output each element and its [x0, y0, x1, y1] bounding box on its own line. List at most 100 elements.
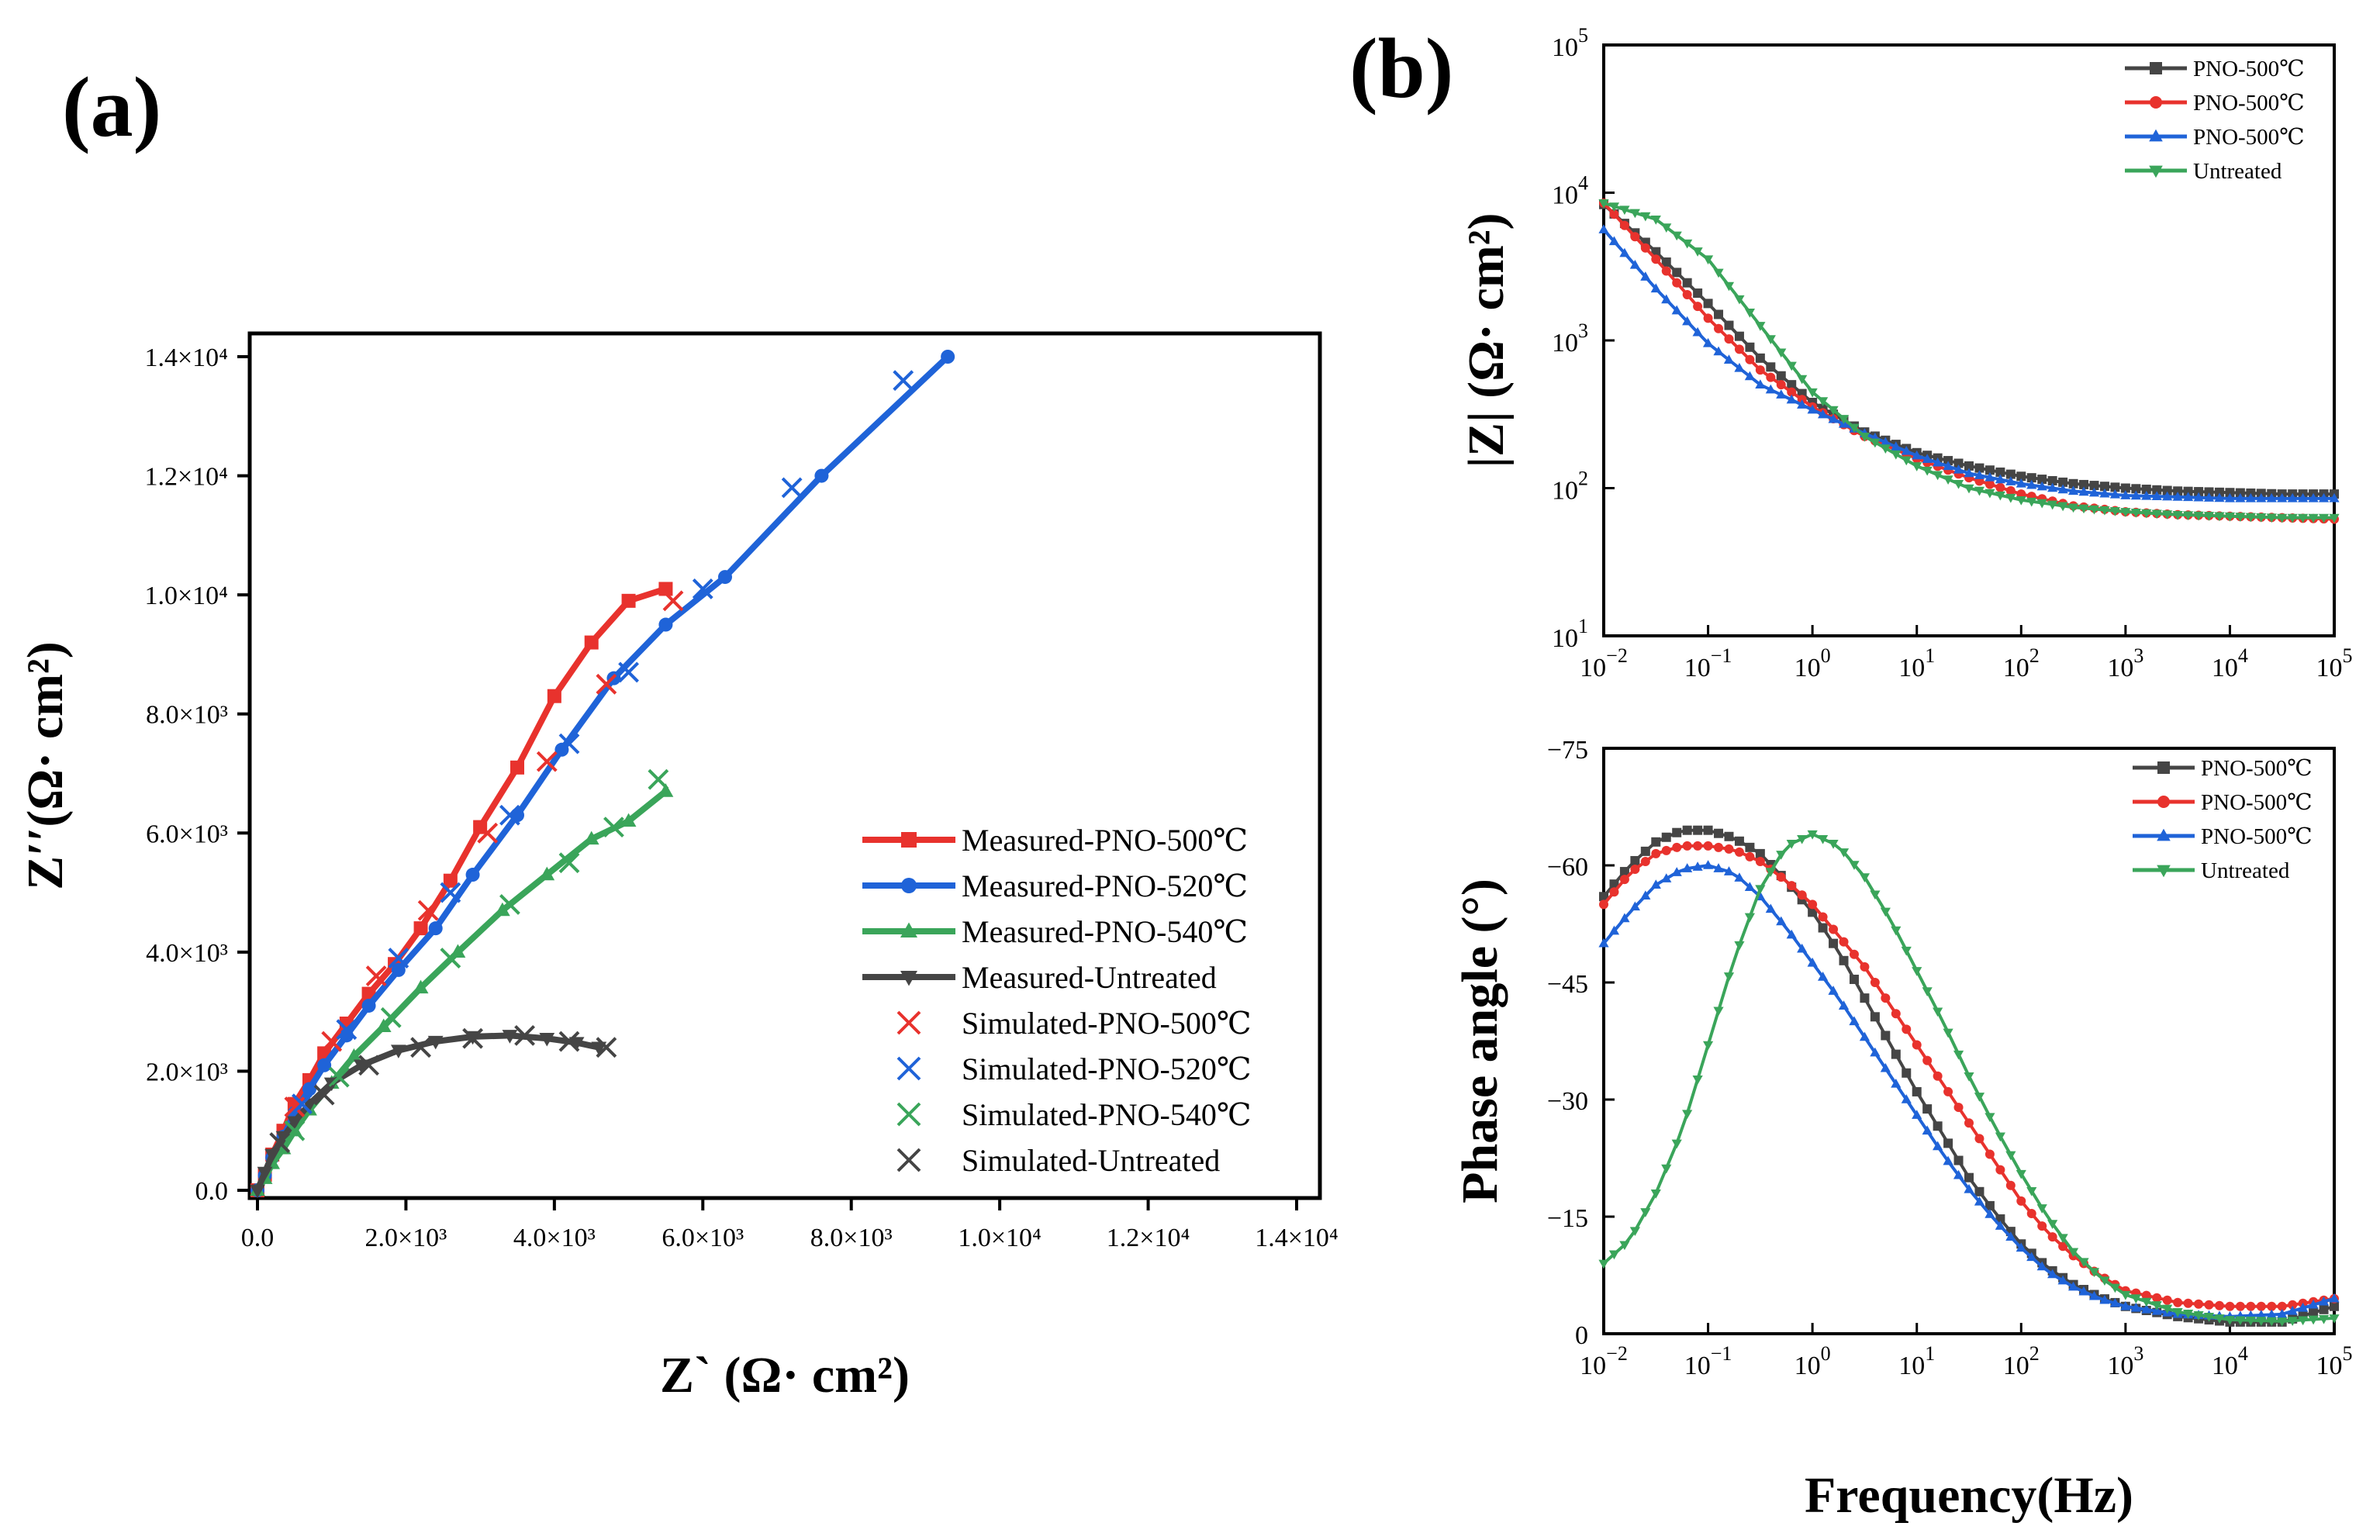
data-point — [1672, 827, 1682, 837]
data-point — [1881, 1031, 1891, 1041]
data-point — [1902, 1068, 1912, 1078]
data-point — [1984, 471, 1995, 482]
data-point — [1891, 1049, 1901, 1059]
data-point — [2005, 1180, 2016, 1190]
data-point — [2194, 1299, 2204, 1309]
data-point — [2329, 1293, 2340, 1303]
data-point — [2287, 492, 2298, 502]
series-measured-pno-540℃ — [250, 783, 674, 1196]
data-point — [662, 590, 684, 612]
data-point — [1661, 294, 1672, 304]
data-point — [1692, 247, 1703, 257]
series-simulated-untreated — [269, 1024, 617, 1153]
data-point — [1766, 372, 1776, 382]
data-point — [2131, 484, 2141, 494]
data-point — [2141, 485, 2151, 495]
data-point — [1703, 825, 1713, 835]
plot-frame — [1602, 747, 2336, 1335]
data-point — [286, 1116, 302, 1131]
data-point — [2235, 492, 2246, 502]
data-point — [1964, 461, 1974, 471]
data-point — [1765, 384, 1776, 394]
data-point — [2026, 1186, 2037, 1196]
series-green — [1598, 830, 2340, 1327]
data-point — [2224, 492, 2236, 502]
data-point — [2057, 484, 2068, 494]
data-point — [2256, 513, 2267, 523]
data-point — [1671, 867, 1682, 876]
data-point — [2099, 1276, 2110, 1286]
data-point — [1995, 474, 2005, 484]
data-point — [1672, 268, 1682, 278]
series-measured-untreated — [250, 1030, 607, 1199]
data-point — [2005, 1151, 2016, 1161]
data-point — [380, 1007, 402, 1028]
data-point — [1619, 867, 1629, 877]
data-point — [539, 866, 555, 881]
data-point — [2329, 492, 2340, 502]
legend-marker — [2150, 62, 2162, 74]
data-point — [2099, 488, 2110, 498]
data-point — [893, 370, 914, 392]
data-point — [1829, 924, 1839, 934]
data-point — [2172, 510, 2183, 520]
data-point — [2162, 491, 2173, 501]
data-point — [1693, 302, 1703, 312]
data-point — [1766, 362, 1776, 372]
data-point — [2318, 513, 2330, 523]
data-point — [2016, 478, 2026, 488]
x-tick-label: 0.0 — [241, 1224, 275, 1252]
series-line — [1602, 863, 2335, 1318]
data-point — [1630, 232, 1640, 242]
data-point — [2193, 492, 2204, 502]
panel-a-label: (a) — [62, 60, 161, 154]
data-point — [1682, 278, 1692, 288]
data-point — [1984, 1113, 1995, 1123]
data-point — [1650, 283, 1661, 293]
data-point — [1922, 1055, 1933, 1065]
x-tick-label: 103 — [2107, 1342, 2143, 1380]
data-point — [388, 948, 409, 969]
data-point — [1974, 1186, 1984, 1196]
data-point — [1744, 913, 1755, 923]
x-axis-title: Z` (Ω· cm²) — [660, 1347, 910, 1404]
x-tick-label: 10−1 — [1684, 644, 1732, 682]
legend-marker — [2150, 96, 2162, 109]
x-tick-label: 105 — [2316, 644, 2353, 682]
data-point — [1807, 388, 1818, 398]
data-point — [336, 1019, 358, 1041]
data-point — [1744, 371, 1755, 381]
data-point — [2109, 507, 2120, 516]
data-point — [1598, 937, 1609, 948]
data-point — [1880, 1062, 1891, 1072]
data-point — [1964, 468, 1974, 478]
data-point — [1974, 486, 1985, 496]
data-point — [2235, 513, 2246, 522]
data-point — [596, 1037, 617, 1058]
legend-label: Simulated-Untreated — [962, 1143, 1220, 1178]
data-point — [502, 1030, 518, 1044]
data-point — [2057, 502, 2068, 512]
data-point — [1964, 1172, 1974, 1183]
data-point — [2309, 1307, 2319, 1317]
data-point — [1797, 834, 1808, 844]
data-point — [2067, 485, 2079, 495]
data-point — [2047, 1269, 2058, 1279]
data-point — [1713, 346, 1724, 356]
x-tick-label: 100 — [1794, 1342, 1831, 1380]
data-point — [2225, 1301, 2235, 1311]
data-point — [264, 1148, 281, 1163]
x-tick-label: 1.0×10⁴ — [958, 1224, 1041, 1252]
data-point — [2088, 505, 2100, 515]
data-point — [1671, 305, 1682, 315]
data-point — [1995, 1132, 2005, 1142]
data-point — [2151, 491, 2162, 500]
data-point — [1891, 450, 1902, 460]
data-point — [1755, 885, 1766, 895]
legend-item: Simulated-PNO-520℃ — [896, 1051, 1252, 1086]
data-point — [2162, 485, 2172, 495]
data-point — [1702, 860, 1714, 869]
data-point — [1786, 929, 1797, 939]
data-point — [1640, 243, 1650, 253]
data-point — [1922, 1104, 1933, 1114]
